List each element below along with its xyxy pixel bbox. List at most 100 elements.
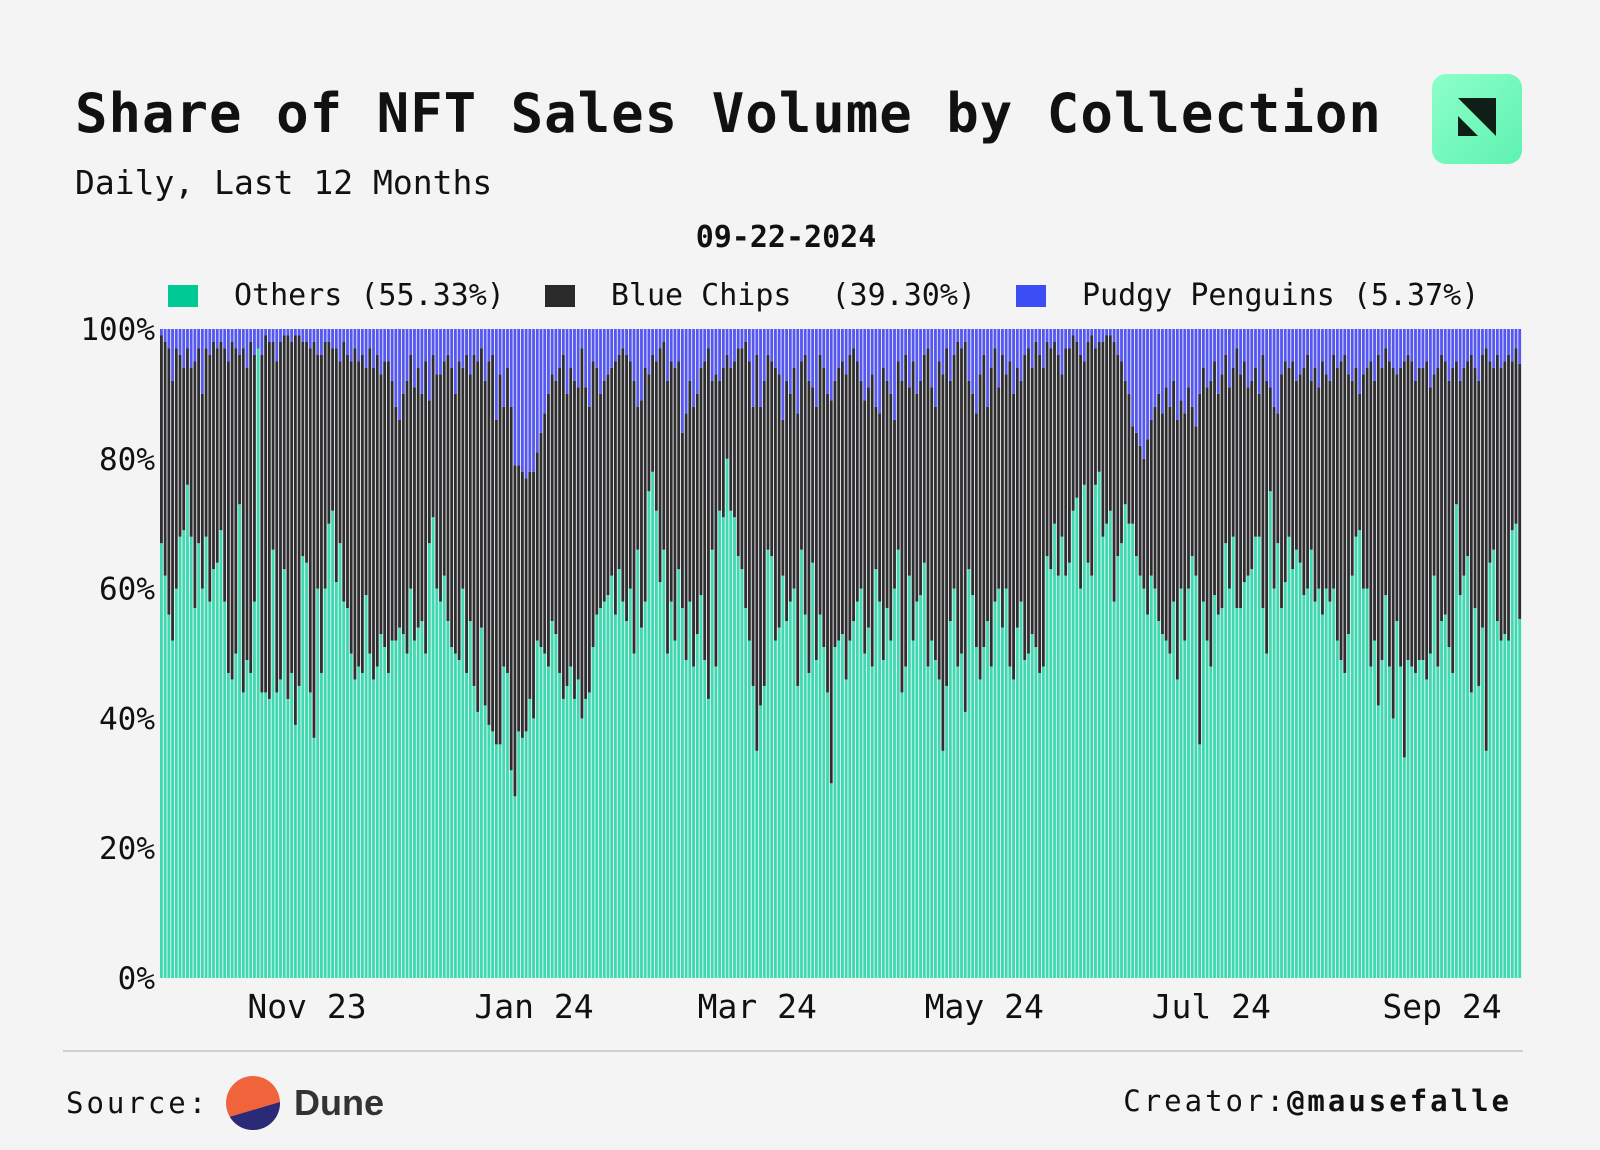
bar-pudgy-penguins[interactable] <box>569 329 573 368</box>
bar-others[interactable] <box>279 679 282 978</box>
bar-others[interactable] <box>383 647 387 978</box>
bar-others[interactable] <box>677 569 681 978</box>
bar-pudgy-penguins[interactable] <box>1068 329 1071 349</box>
bar-pudgy-penguins[interactable] <box>506 329 509 368</box>
bar-others[interactable] <box>1209 666 1213 978</box>
bar-blue-chips[interactable] <box>293 335 297 725</box>
bar-blue-chips[interactable] <box>1097 341 1101 472</box>
bar-others[interactable] <box>930 640 934 978</box>
bar-pudgy-penguins[interactable] <box>1317 329 1321 388</box>
bar-pudgy-penguins[interactable] <box>1276 329 1280 414</box>
bar-pudgy-penguins[interactable] <box>498 329 502 375</box>
bar-pudgy-penguins[interactable] <box>1280 329 1283 375</box>
bar-pudgy-penguins[interactable] <box>297 329 301 336</box>
bar-pudgy-penguins[interactable] <box>662 329 666 342</box>
bar-pudgy-penguins[interactable] <box>1231 329 1235 368</box>
bar-pudgy-penguins[interactable] <box>684 329 688 414</box>
bar-blue-chips[interactable] <box>740 348 744 570</box>
bar-others[interactable] <box>885 608 889 978</box>
bar-others[interactable] <box>956 666 960 978</box>
bar-others[interactable] <box>960 653 963 979</box>
bar-blue-chips[interactable] <box>1410 361 1414 667</box>
bar-others[interactable] <box>740 569 744 978</box>
bar-others[interactable] <box>1510 530 1514 978</box>
bar-blue-chips[interactable] <box>513 465 517 797</box>
bar-pudgy-penguins[interactable] <box>241 329 245 349</box>
bar-blue-chips[interactable] <box>602 380 606 602</box>
bar-blue-chips[interactable] <box>1034 341 1038 648</box>
bar-others[interactable] <box>1131 523 1135 978</box>
bar-others[interactable] <box>1339 659 1343 978</box>
bar-others[interactable] <box>628 588 632 978</box>
bar-pudgy-penguins[interactable] <box>320 329 323 355</box>
bar-blue-chips[interactable] <box>1049 348 1053 570</box>
bar-blue-chips[interactable] <box>1287 367 1291 537</box>
bar-others[interactable] <box>1373 640 1376 978</box>
bar-blue-chips[interactable] <box>852 348 855 622</box>
bar-others[interactable] <box>818 614 822 978</box>
bar-blue-chips[interactable] <box>1254 367 1257 537</box>
bar-pudgy-penguins[interactable] <box>520 329 524 472</box>
bar-pudgy-penguins[interactable] <box>279 329 282 342</box>
bar-blue-chips[interactable] <box>1064 348 1068 576</box>
bar-others[interactable] <box>878 601 882 978</box>
bar-pudgy-penguins[interactable] <box>885 329 889 381</box>
bar-pudgy-penguins[interactable] <box>476 329 480 362</box>
bar-others[interactable] <box>543 653 547 979</box>
bar-others[interactable] <box>372 679 375 978</box>
bar-blue-chips[interactable] <box>695 393 699 635</box>
bar-pudgy-penguins[interactable] <box>160 329 163 336</box>
bar-pudgy-penguins[interactable] <box>852 329 855 349</box>
bar-others[interactable] <box>587 692 591 978</box>
bar-pudgy-penguins[interactable] <box>811 329 815 388</box>
bar-others[interactable] <box>424 653 428 979</box>
bar-others[interactable] <box>707 698 710 978</box>
bar-blue-chips[interactable] <box>1179 400 1183 589</box>
bar-others[interactable] <box>1205 640 1209 978</box>
bar-blue-chips[interactable] <box>1354 367 1358 537</box>
bar-others[interactable] <box>1127 523 1131 978</box>
bar-blue-chips[interactable] <box>974 413 978 648</box>
bar-others[interactable] <box>1056 575 1060 978</box>
bar-others[interactable] <box>1488 562 1492 978</box>
bar-others[interactable] <box>1015 627 1019 978</box>
bar-others[interactable] <box>1417 659 1421 978</box>
bar-pudgy-penguins[interactable] <box>372 329 375 368</box>
bar-others[interactable] <box>640 627 643 978</box>
bar-blue-chips[interactable] <box>468 374 472 622</box>
bar-pudgy-penguins[interactable] <box>934 329 937 407</box>
bar-pudgy-penguins[interactable] <box>584 329 588 388</box>
bar-pudgy-penguins[interactable] <box>1220 329 1224 375</box>
bar-pudgy-penguins[interactable] <box>651 329 655 355</box>
bar-pudgy-penguins[interactable] <box>1417 329 1421 368</box>
bar-pudgy-penguins[interactable] <box>178 329 182 355</box>
bar-others[interactable] <box>461 588 465 978</box>
bar-blue-chips[interactable] <box>360 354 364 673</box>
bar-blue-chips[interactable] <box>405 380 409 654</box>
bar-pudgy-penguins[interactable] <box>435 329 439 375</box>
bar-others[interactable] <box>1313 601 1317 978</box>
bar-others[interactable] <box>1134 556 1138 978</box>
bar-others[interactable] <box>349 653 353 979</box>
bar-others[interactable] <box>245 659 249 978</box>
bar-blue-chips[interactable] <box>785 380 788 622</box>
bar-pudgy-penguins[interactable] <box>1108 329 1112 336</box>
bar-blue-chips[interactable] <box>680 432 684 609</box>
bar-blue-chips[interactable] <box>1276 413 1280 544</box>
bar-blue-chips[interactable] <box>606 374 610 596</box>
bar-others[interactable] <box>167 614 171 978</box>
bar-pudgy-penguins[interactable] <box>1477 329 1481 381</box>
bar-others[interactable] <box>1231 536 1235 978</box>
bar-others[interactable] <box>841 634 844 978</box>
bar-others[interactable] <box>1242 582 1246 978</box>
bar-pudgy-penguins[interactable] <box>290 329 294 342</box>
bar-others[interactable] <box>1347 634 1350 978</box>
bar-pudgy-penguins[interactable] <box>826 329 829 394</box>
bar-blue-chips[interactable] <box>1402 361 1406 758</box>
bar-pudgy-penguins[interactable] <box>487 329 491 362</box>
bar-blue-chips[interactable] <box>1216 393 1220 615</box>
bar-pudgy-penguins[interactable] <box>494 329 498 420</box>
bar-blue-chips[interactable] <box>1369 361 1373 667</box>
bar-blue-chips[interactable] <box>621 348 625 602</box>
bar-pudgy-penguins[interactable] <box>1503 329 1507 362</box>
